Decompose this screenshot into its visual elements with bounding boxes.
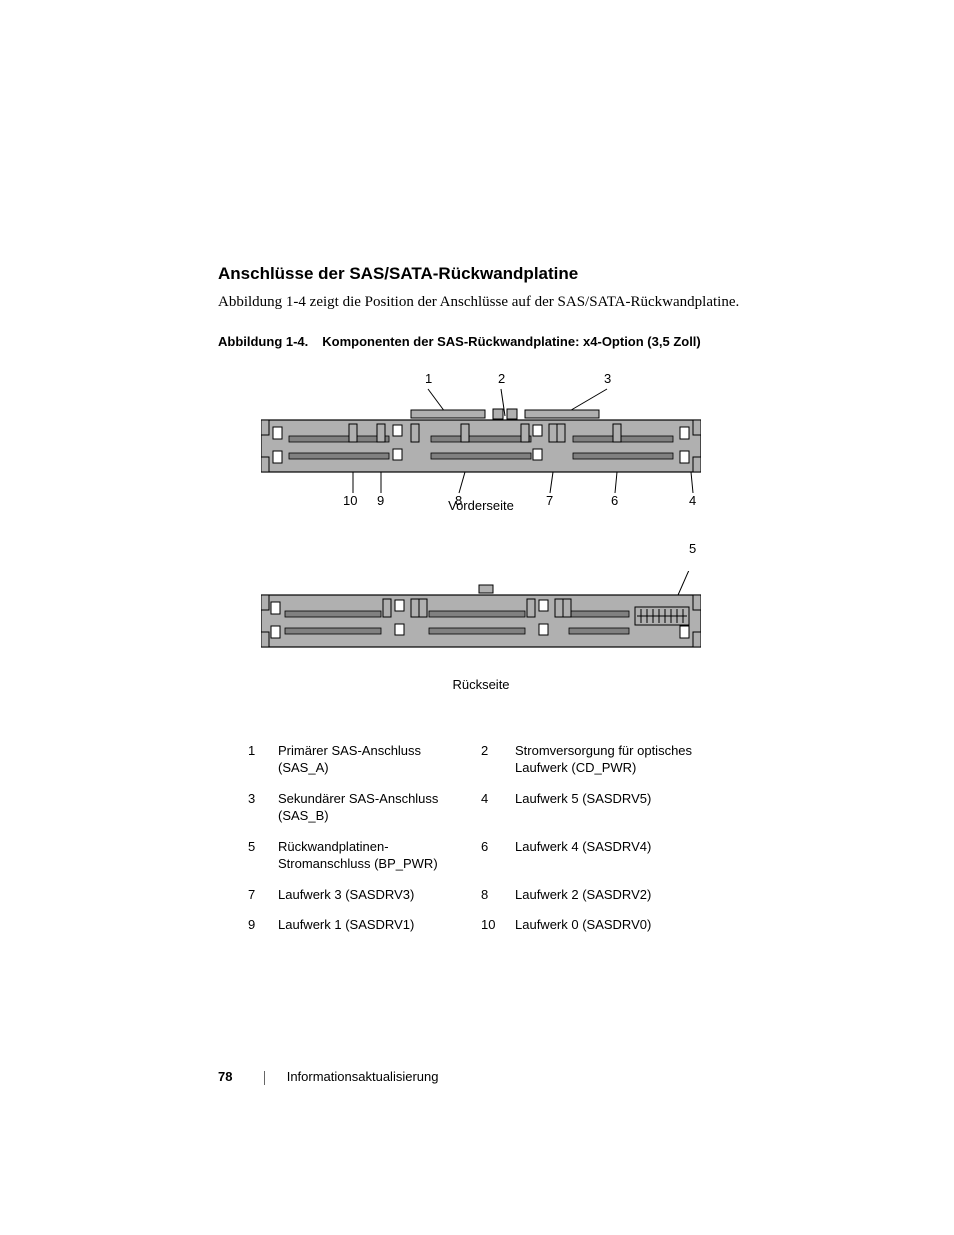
page-footer: 78 Informationsaktualisierung — [218, 1069, 438, 1085]
body-paragraph: Abbildung 1-4 zeigt die Position der Ans… — [218, 292, 744, 312]
front-board-label: Vorderseite — [261, 498, 701, 513]
footer-title: Informationsaktualisierung — [287, 1069, 439, 1084]
legend-text: Laufwerk 1 (SASDRV1) — [278, 917, 477, 934]
back-board-svg — [261, 571, 701, 676]
section-heading: Anschlüsse der SAS/SATA-Rückwandplatine — [218, 264, 744, 284]
footer-separator — [264, 1071, 265, 1085]
page-number: 78 — [218, 1069, 232, 1084]
legend-text: Laufwerk 2 (SASDRV2) — [515, 887, 714, 904]
legend-number: 4 — [481, 791, 511, 825]
legend-text: Laufwerk 3 (SASDRV3) — [278, 887, 477, 904]
legend-number: 2 — [481, 743, 511, 777]
legend-text: Stromversorgung für optisches Laufwerk (… — [515, 743, 714, 777]
back-board-label: Rückseite — [261, 677, 701, 692]
legend-number: 10 — [481, 917, 511, 934]
callout-number: 2 — [498, 371, 505, 386]
figure-caption: Abbildung 1-4. Komponenten der SAS-Rückwa… — [218, 334, 744, 349]
legend-text: Laufwerk 0 (SASDRV0) — [515, 917, 714, 934]
legend-number: 7 — [248, 887, 274, 904]
legend-number: 9 — [248, 917, 274, 934]
callout-number: 5 — [689, 541, 696, 556]
legend-number: 3 — [248, 791, 274, 825]
callout-number: 1 — [425, 371, 432, 386]
front-board-svg — [261, 387, 701, 497]
legend-number: 6 — [481, 839, 511, 873]
callout-number: 3 — [604, 371, 611, 386]
legend-number: 8 — [481, 887, 511, 904]
document-page: Anschlüsse der SAS/SATA-Rückwandplatine … — [0, 0, 954, 1235]
legend-table: 1 Primärer SAS-Anschluss (SAS_A) 2 Strom… — [218, 743, 744, 934]
legend-text: Sekundärer SAS-Anschluss (SAS_B) — [278, 791, 477, 825]
diagram-block: 1 2 3 — [218, 373, 744, 733]
backplane-front-board — [261, 387, 701, 497]
legend-text: Primärer SAS-Anschluss (SAS_A) — [278, 743, 477, 777]
legend-text: Laufwerk 5 (SASDRV5) — [515, 791, 714, 825]
figure-caption-rest: Komponenten der SAS-Rückwandplatine: x4-… — [322, 334, 700, 349]
legend-number: 5 — [248, 839, 274, 873]
diagram-inner: 1 2 3 — [261, 373, 701, 733]
legend-number: 1 — [248, 743, 274, 777]
legend-text: Laufwerk 4 (SASDRV4) — [515, 839, 714, 873]
figure-caption-lead: Abbildung 1-4. — [218, 334, 308, 349]
legend-text: Rückwandplatinen-Stromanschluss (BP_PWR) — [278, 839, 477, 873]
backplane-back-board — [261, 571, 701, 676]
